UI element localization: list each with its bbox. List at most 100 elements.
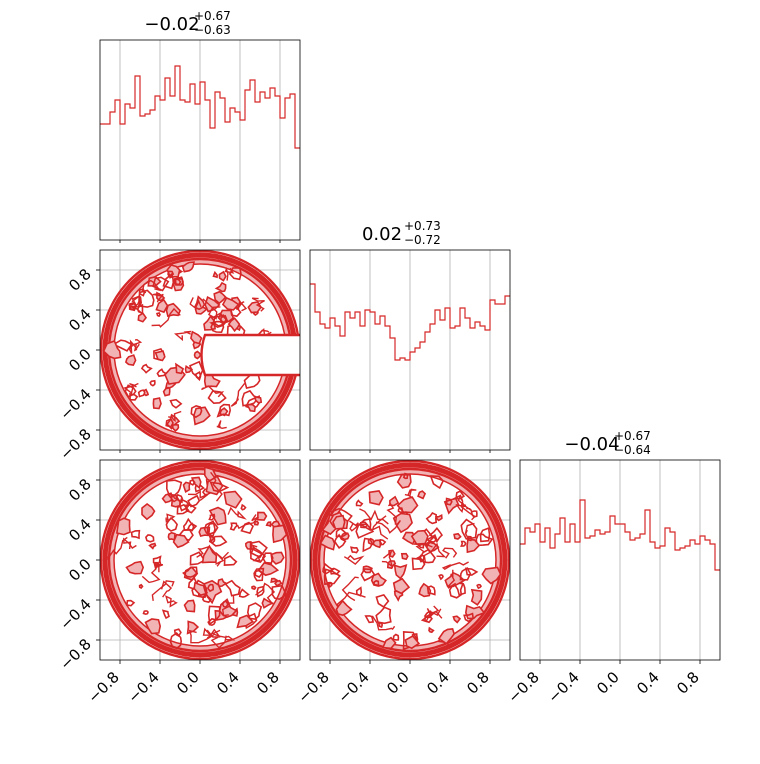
contour-line [236, 514, 259, 530]
contour-blob [181, 261, 196, 273]
x-tick-label: −0.4 [544, 668, 582, 706]
contour-blob [355, 499, 364, 507]
x-tick-label: 0.0 [173, 668, 203, 698]
y-tick-label: 0.4 [65, 305, 95, 335]
contour-blob [217, 578, 229, 588]
contour-blob [417, 490, 427, 500]
contour-line [210, 629, 236, 641]
contour-blob [182, 566, 198, 578]
contour-line [441, 561, 469, 571]
contour-blob [393, 563, 408, 580]
contour-blob [214, 281, 227, 293]
contour-line [167, 493, 178, 503]
contour-line [174, 330, 192, 342]
contour-blob [165, 479, 183, 496]
contour-blob [171, 423, 180, 432]
contour-blob [470, 510, 478, 518]
contour-blob [444, 571, 466, 588]
contour-line [151, 307, 181, 328]
contour-blob [448, 582, 465, 599]
contour-blob [216, 403, 232, 418]
contour-blob [368, 490, 384, 506]
contour-line [133, 296, 143, 308]
contour-line [130, 295, 142, 313]
contour-blob [253, 520, 260, 526]
contour-line [349, 520, 359, 532]
contour-blob [161, 609, 170, 620]
contour-line [341, 576, 359, 602]
contour-line [371, 515, 389, 540]
contour-blob [404, 634, 421, 650]
contour-line [343, 554, 365, 566]
contour-blob [375, 593, 390, 608]
contour-blob [481, 566, 502, 585]
contour-blob [373, 579, 380, 587]
contour-blob [184, 364, 194, 374]
x-tick-label: −0.4 [334, 668, 372, 706]
contour-blob [249, 540, 268, 559]
contour-blob [203, 520, 216, 538]
contour-line [224, 266, 235, 281]
contour-blob [137, 312, 148, 323]
contour-blob [261, 597, 275, 609]
contour-blob [241, 389, 259, 407]
marginal-title-value: −0.04 [564, 434, 619, 455]
contour-blob [392, 633, 400, 641]
contour-blob [265, 521, 272, 528]
contour-blob [166, 264, 181, 278]
contour-line [420, 608, 442, 623]
contour-blob [463, 612, 474, 623]
y-tick-label: −0.8 [56, 425, 94, 463]
contour-blob [335, 527, 348, 538]
contour-blob [475, 533, 494, 547]
contour-blob [209, 481, 230, 493]
contour-blob [201, 544, 218, 564]
contour-blob [175, 362, 185, 375]
contour-blob [465, 567, 479, 576]
contour-blob [402, 472, 409, 480]
contour-blob [397, 507, 404, 514]
contour-blob [149, 379, 156, 387]
contour-blob [333, 533, 347, 550]
contour-blob [130, 529, 141, 540]
contour-blob [189, 551, 206, 566]
contour-line [235, 301, 248, 312]
contour-blob [190, 330, 203, 345]
contour-blob [183, 599, 196, 613]
contour-blob [188, 360, 204, 380]
contour-blob [428, 527, 444, 543]
contour-blob [172, 533, 190, 549]
contour-blob [358, 518, 372, 532]
contour-line [188, 629, 214, 644]
contour-blob [141, 502, 156, 521]
contour-blob [165, 417, 174, 428]
contour-blob [392, 577, 411, 595]
contour-blob [144, 534, 155, 543]
contour-blob [116, 517, 131, 536]
marginal-title-minus: −0.63 [194, 23, 231, 37]
y-tick-label: 0.0 [65, 345, 95, 375]
contour-blob [360, 568, 376, 582]
contour-blob [332, 514, 346, 530]
contour-blob [240, 503, 247, 511]
contour-blob [178, 498, 190, 512]
contour-line [442, 547, 458, 559]
contour-blob [167, 531, 176, 541]
contour-blob [445, 497, 453, 506]
contour-blob [438, 574, 444, 581]
contour-line [423, 542, 447, 563]
contour-line [464, 522, 475, 540]
contour-blob [459, 566, 472, 581]
contour-blob [208, 513, 216, 521]
contour-blob [323, 568, 341, 585]
contour-line [165, 513, 176, 523]
contour-blob [335, 599, 353, 616]
contour-line [426, 605, 443, 619]
x-tick-label: 0.8 [253, 668, 283, 698]
contour-blob [460, 518, 478, 540]
contour-line [151, 580, 175, 601]
contour-blob [460, 540, 467, 547]
contour-blob [142, 610, 149, 616]
